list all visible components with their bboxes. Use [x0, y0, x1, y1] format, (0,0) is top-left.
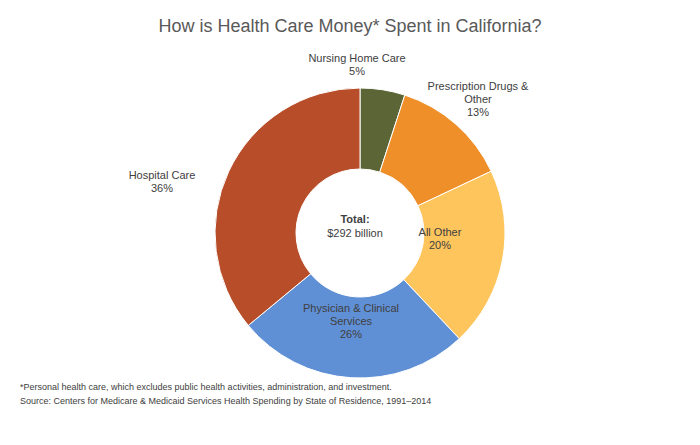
- html-text:Total:: Total:: [340, 213, 370, 225]
- html-text:$292 billion: $292 billion: [327, 227, 383, 239]
- svg-text:Nursing Home Care5%: Nursing Home Care5%: [308, 52, 405, 77]
- svg-text:Hospital Care36%: Hospital Care36%: [129, 169, 196, 194]
- html-text:*Personal health care, which e: *Personal health care, which excludes pu…: [20, 382, 392, 392]
- svg-text:Prescription Drugs &Other13%: Prescription Drugs &Other13%: [428, 80, 530, 118]
- html-text:How is Health Care Money* Spen: How is Health Care Money* Spent in Calif…: [158, 16, 542, 36]
- svg-text:Physician & ClinicalServices26: Physician & ClinicalServices26%: [303, 302, 399, 340]
- html-text:Source: Centers for Medicare &: Source: Centers for Medicare & Medicaid …: [20, 396, 432, 406]
- svg-text:All Other20%: All Other20%: [419, 226, 462, 251]
